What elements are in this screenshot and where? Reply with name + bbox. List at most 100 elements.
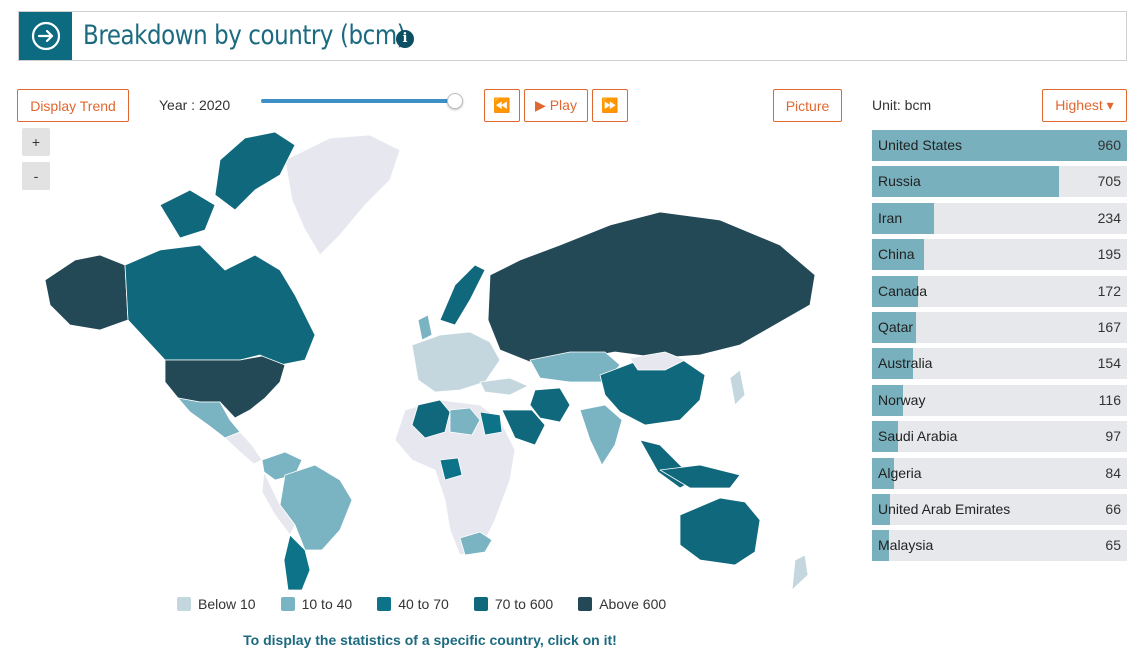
info-icon[interactable]: i [396, 30, 414, 48]
ranking-row[interactable]: Algeria 84 [872, 457, 1127, 489]
ranking-value: 705 [1097, 173, 1121, 190]
previous-year-button[interactable]: ⏪ [484, 89, 520, 122]
ranking-row[interactable]: Malaysia 65 [872, 530, 1127, 562]
ranking-row[interactable]: Canada 172 [872, 275, 1127, 307]
map-country-central-america[interactable] [224, 431, 263, 465]
map-country-canada-arctic[interactable] [214, 131, 296, 211]
map-country-indonesia[interactable] [659, 464, 741, 489]
ranking-value: 960 [1097, 137, 1121, 153]
ranking-country: Qatar [878, 318, 914, 335]
map-country-russia[interactable] [487, 211, 816, 363]
map-country-australia[interactable] [679, 497, 761, 566]
map-country-iran[interactable] [529, 387, 571, 423]
legend-swatch [177, 597, 191, 611]
display-trend-button[interactable]: Display Trend [17, 89, 129, 122]
year-slider-handle[interactable] [447, 93, 463, 109]
ranking-country: Iran [878, 209, 903, 226]
legend-swatch [578, 597, 593, 611]
legend-label: 40 to 70 [398, 596, 449, 612]
country-ranking: United States 960 Russia 705 Iran 234 Ch… [872, 130, 1127, 567]
world-map[interactable] [40, 120, 830, 595]
ranking-country: Russia [878, 173, 921, 190]
ranking-row[interactable]: Australia 154 [872, 348, 1127, 380]
ranking-value: 84 [1105, 464, 1121, 481]
legend-item: 10 to 40 [280, 596, 353, 612]
legend-swatch [473, 597, 488, 611]
ranking-country: Malaysia [878, 537, 934, 554]
legend-label: Above 600 [599, 596, 667, 612]
legend-label: 10 to 40 [301, 596, 353, 612]
unit-label: Unit: bcm [872, 97, 932, 113]
ranking-country: United Arab Emirates [878, 500, 1011, 517]
ranking-row[interactable]: Russia 705 [872, 166, 1127, 198]
fast-forward-icon: ⏩ [601, 97, 619, 113]
ranking-country: Saudi Arabia [878, 428, 958, 445]
ranking-bar [872, 384, 903, 416]
ranking-bar [872, 311, 917, 343]
legend-item: Above 600 [578, 596, 666, 612]
next-year-button[interactable]: ⏩ [592, 89, 628, 122]
ranking-bar [872, 202, 935, 234]
map-country-argentina[interactable] [283, 534, 311, 591]
ranking-row[interactable]: Iran 234 [872, 202, 1127, 234]
map-country-japan[interactable] [729, 369, 746, 406]
map-country-mongolia[interactable] [629, 351, 686, 371]
ranking-row[interactable]: China 195 [872, 239, 1127, 271]
ranking-country: Canada [878, 282, 928, 299]
map-country-libya[interactable] [449, 407, 481, 436]
map-country-saudi-arabia[interactable] [501, 409, 546, 446]
map-country-united-kingdom[interactable] [417, 314, 433, 341]
ranking-row[interactable]: Qatar 167 [872, 311, 1127, 343]
ranking-row[interactable]: United Arab Emirates 66 [872, 493, 1127, 525]
map-country-new-zealand[interactable] [791, 554, 809, 591]
legend-swatch [280, 597, 295, 611]
map-country-india[interactable] [579, 404, 623, 466]
picture-button[interactable]: Picture [773, 89, 842, 122]
ranking-row[interactable]: Norway 116 [872, 384, 1127, 416]
map-country-nigeria[interactable] [439, 457, 463, 481]
ranking-row[interactable]: Saudi Arabia 97 [872, 421, 1127, 453]
legend-item: 40 to 70 [377, 596, 449, 612]
ranking-bar [872, 130, 1127, 161]
ranking-value: 116 [1098, 391, 1121, 408]
page-title: Breakdown by country (bcm) [83, 20, 406, 51]
map-country-alaska[interactable] [44, 254, 129, 331]
ranking-bar [872, 275, 918, 307]
map-country-south-africa[interactable] [459, 531, 493, 556]
map-country-canada-islands[interactable] [159, 189, 216, 239]
legend-swatch [377, 597, 392, 611]
year-slider-track[interactable] [261, 99, 456, 103]
play-button[interactable]: ▶ Play [524, 89, 588, 122]
year-label: Year : 2020 [159, 97, 231, 113]
zoom-out-button[interactable]: - [22, 162, 50, 190]
map-country-greenland[interactable] [284, 134, 401, 256]
page-header: Breakdown by country (bcm) i [18, 11, 1127, 61]
map-country-algeria[interactable] [411, 399, 451, 439]
ranking-bar [872, 348, 913, 380]
map-country-norway[interactable] [439, 264, 486, 326]
zoom-in-button[interactable]: + [22, 128, 50, 156]
legend-label: Below 10 [198, 596, 256, 612]
header-icon-box [19, 12, 72, 60]
legend-label: 70 to 600 [494, 596, 554, 612]
ranking-value: 66 [1105, 500, 1121, 517]
map-country-united-states[interactable] [164, 355, 286, 419]
ranking-bar [872, 493, 890, 525]
ranking-bar [872, 457, 895, 489]
ranking-value: 234 [1097, 209, 1121, 226]
ranking-bar [872, 421, 898, 453]
sort-dropdown[interactable]: Highest ▾ [1042, 89, 1127, 122]
ranking-country: United States [878, 137, 963, 153]
fast-backward-icon: ⏪ [493, 97, 511, 113]
ranking-country: Australia [878, 355, 933, 372]
arrow-circle-right-icon [31, 21, 60, 51]
ranking-value: 154 [1097, 355, 1121, 372]
map-country-turkey[interactable] [479, 377, 529, 396]
ranking-value: 172 [1097, 282, 1121, 299]
map-country-europe[interactable] [411, 331, 501, 393]
map-country-canada[interactable] [124, 244, 316, 366]
ranking-bar [872, 239, 924, 271]
map-country-egypt[interactable] [479, 411, 503, 436]
legend-item: 70 to 600 [473, 596, 554, 612]
ranking-row[interactable]: United States 960 [872, 130, 1127, 161]
